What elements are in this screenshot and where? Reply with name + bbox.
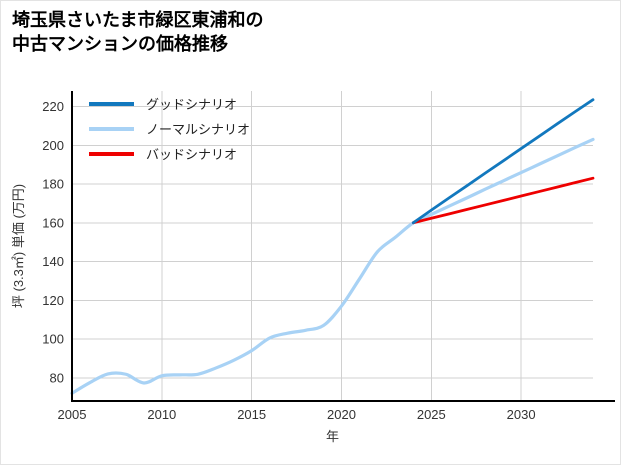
y-tick-label: 200: [42, 138, 64, 153]
series-lines: [70, 98, 595, 395]
legend-label: ノーマルシナリオ: [146, 122, 250, 137]
y-tick-label: 140: [42, 254, 64, 269]
y-tick-label: 100: [42, 332, 64, 347]
y-tick-label: 120: [42, 293, 64, 308]
y-tick-label: 160: [42, 215, 64, 230]
x-tick-labels: 2005 2010 2015 2020 2025 2030: [58, 407, 536, 422]
chart-title: 埼玉県さいたま市緑区東浦和の 中古マンションの価格推移: [12, 9, 572, 57]
series-line-normal: [70, 137, 595, 395]
series-line-bad: [411, 176, 595, 225]
y-tick-label: 180: [42, 177, 64, 192]
x-tick-label: 2005: [58, 407, 87, 422]
x-axis-title: 年: [326, 429, 339, 444]
legend-label: グッドシナリオ: [146, 97, 237, 112]
axis-lines: [71, 91, 615, 402]
x-tick-label: 2015: [237, 407, 266, 422]
y-axis-title: 坪 (3.3㎡) 単価 (万円): [11, 184, 26, 308]
y-tick-label: 80: [50, 370, 64, 385]
x-tick-label: 2010: [147, 407, 176, 422]
chart-title-text: 埼玉県さいたま市緑区東浦和の 中古マンションの価格推移: [12, 10, 264, 54]
legend-label: バッドシナリオ: [146, 147, 237, 162]
x-tick-label: 2020: [327, 407, 356, 422]
y-tick-label: 220: [42, 99, 64, 114]
series-line-good: [411, 98, 595, 225]
x-gridlines: [161, 91, 522, 401]
y-tick-labels: 80 100 120 140 160 180 200 220: [42, 99, 64, 385]
x-tick-label: 2030: [507, 407, 536, 422]
y-gridlines: [72, 106, 593, 379]
x-tick-label: 2025: [417, 407, 446, 422]
